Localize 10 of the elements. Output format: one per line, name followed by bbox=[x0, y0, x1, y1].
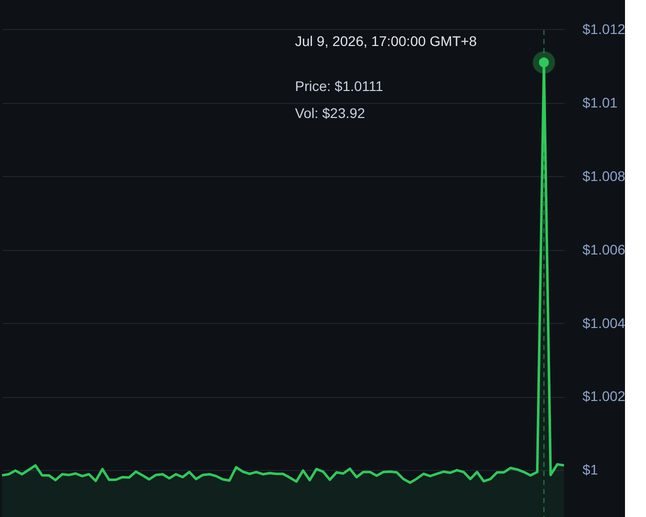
annotation: Vol: $23.92 bbox=[295, 105, 366, 121]
annotation: Jul 9, 2026, 17:00:00 GMT+8 bbox=[295, 33, 477, 49]
y-tick-label: $1.006 bbox=[582, 241, 626, 258]
y-tick-label: $1.002 bbox=[582, 388, 626, 404]
y-tick-label: $1.008 bbox=[582, 168, 626, 184]
y-tick-label: $1 bbox=[582, 462, 598, 478]
y-tick-label: $1.01 bbox=[582, 94, 618, 110]
y-tick-label: $1.012 bbox=[582, 20, 626, 37]
annotation: Price: $1.0111 bbox=[295, 78, 384, 94]
y-tick-label: $1.004 bbox=[582, 314, 626, 331]
